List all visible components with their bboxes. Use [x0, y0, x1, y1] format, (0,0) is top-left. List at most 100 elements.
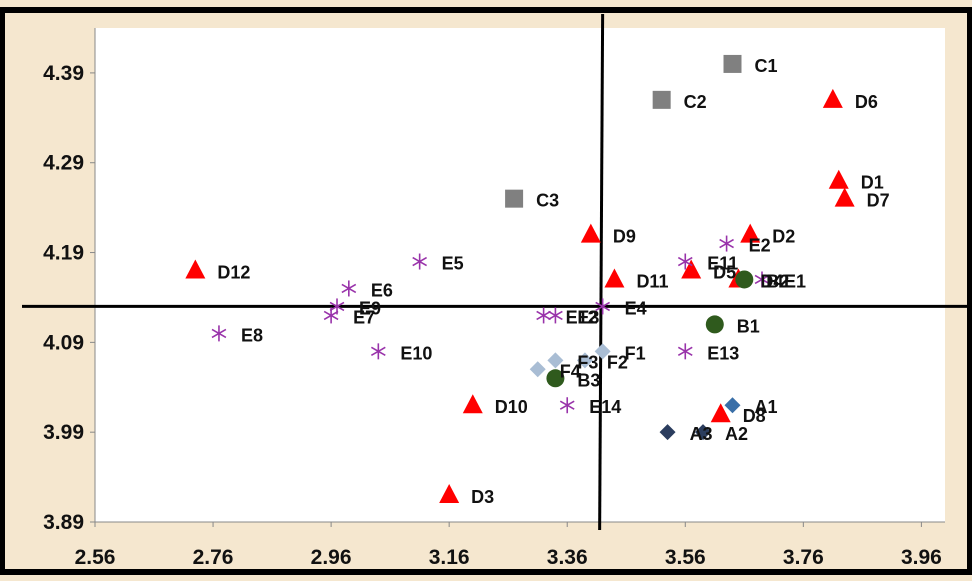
point-label-e1: E1: [784, 271, 806, 291]
asterisk-stroke: [536, 310, 551, 321]
point-label-e13: E13: [707, 343, 739, 363]
asterisk-stroke: [370, 346, 386, 357]
asterisk-stroke: [548, 310, 563, 321]
point-marker-diamond: [594, 343, 611, 360]
point-label-e14: E14: [589, 397, 621, 417]
point-marker-triangle: [604, 268, 625, 288]
y-tick-label: 4.09: [43, 331, 84, 354]
point-marker-triangle: [185, 259, 206, 279]
point-label-e12: E12: [566, 307, 598, 327]
point-label-e5: E5: [442, 254, 464, 274]
point-marker-triangle: [834, 187, 855, 207]
x-tick-label: 3.56: [665, 546, 706, 569]
point-marker-asterisk: [211, 325, 227, 342]
point-label-c1: C1: [755, 56, 778, 76]
point-marker-triangle: [828, 169, 849, 189]
point-label-f2: F2: [607, 352, 628, 372]
asterisk-stroke: [677, 256, 693, 267]
point-label-b2: B2: [766, 271, 789, 291]
outer-border: [0, 7, 972, 575]
point-label-b3: B3: [577, 370, 600, 390]
x-tick-label: 2.76: [193, 546, 234, 569]
point-label-f4: F4: [560, 361, 581, 381]
point-marker-square: [723, 54, 742, 73]
point-label-f1: F1: [625, 343, 646, 363]
asterisk-stroke: [323, 310, 339, 321]
point-label-e6: E6: [371, 280, 393, 300]
y-tick-label: 3.89: [43, 511, 84, 534]
point-marker-triangle: [822, 88, 843, 108]
point-label-e9: E9: [359, 298, 381, 318]
point-marker-asterisk: [677, 253, 693, 270]
point-label-e4: E4: [625, 298, 647, 318]
x-tick-label: 2.56: [75, 546, 116, 569]
point-marker-diamond: [659, 424, 676, 441]
point-marker-triangle: [740, 223, 761, 243]
asterisk-stroke: [719, 238, 734, 249]
point-marker-diamond: [694, 424, 711, 441]
point-marker-asterisk: [370, 343, 386, 360]
point-label-d10: D10: [495, 397, 528, 417]
point-label-e2: E2: [749, 236, 771, 256]
asterisk-stroke: [329, 301, 345, 312]
x-tick-label: 3.16: [429, 546, 470, 569]
point-label-d12: D12: [217, 263, 250, 283]
point-label-b1: B1: [737, 316, 760, 336]
point-label-e11: E11: [707, 254, 738, 274]
reference-lines: [22, 13, 970, 531]
point-marker-asterisk: [595, 298, 610, 315]
axes-layer: 2.56 2.76 2.96 3.16 3.36 3.56 3.76 3.96 3.89 3.99…: [43, 28, 945, 569]
point-marker-asterisk: [341, 280, 357, 297]
x-tick-label: 3.76: [783, 546, 824, 569]
asterisk-stroke: [412, 256, 428, 267]
point-marker-circle: [735, 270, 754, 289]
asterisk-stroke: [341, 283, 357, 294]
y-tick-label: 4.39: [43, 62, 84, 85]
y-tick-label: 3.99: [43, 421, 84, 444]
point-marker-asterisk: [559, 397, 575, 414]
x-tick-label: 3.96: [901, 546, 942, 569]
point-marker-triangle: [681, 259, 702, 279]
point-marker-triangle: [710, 403, 731, 423]
point-marker-diamond: [547, 352, 564, 369]
point-label-c2: C2: [684, 92, 707, 112]
point-label-f3: F3: [577, 352, 598, 372]
point-marker-square: [652, 90, 671, 109]
plot-area: [95, 28, 945, 522]
point-label-d2: D2: [772, 227, 795, 247]
point-marker-asterisk: [677, 343, 693, 360]
y-tick-label: 4.19: [43, 242, 84, 265]
point-label-e10: E10: [400, 343, 432, 363]
points-layer: [185, 54, 855, 504]
point-label-d9: D9: [613, 227, 636, 247]
point-label-d5: D5: [713, 263, 736, 283]
point-label-d8: D8: [743, 406, 766, 426]
x-tick-label: 2.96: [311, 546, 352, 569]
point-marker-circle: [546, 369, 565, 388]
point-label-a2: A2: [725, 424, 748, 444]
point-label-a3: A3: [690, 424, 713, 444]
vertical-reference-line: [598, 13, 605, 531]
asterisk-stroke: [211, 328, 227, 339]
point-marker-diamond: [576, 352, 593, 369]
point-marker-triangle: [462, 394, 483, 414]
point-marker-diamond: [529, 361, 546, 378]
point-marker-circle: [705, 315, 724, 334]
asterisk-stroke: [595, 301, 610, 312]
point-label-e3: E3: [577, 307, 599, 327]
point-label-d1: D1: [861, 173, 884, 193]
asterisk-stroke: [559, 400, 575, 410]
point-marker-asterisk: [536, 307, 551, 324]
asterisk-stroke: [677, 346, 693, 357]
point-label-c3: C3: [536, 191, 559, 211]
point-label-d4: D4: [760, 271, 783, 291]
point-marker-asterisk: [329, 298, 345, 315]
point-marker-square: [505, 189, 524, 208]
point-marker-asterisk: [412, 253, 428, 270]
point-label-e8: E8: [241, 325, 263, 345]
x-tick-label: 3.36: [547, 546, 588, 569]
point-marker-asterisk: [548, 307, 563, 324]
